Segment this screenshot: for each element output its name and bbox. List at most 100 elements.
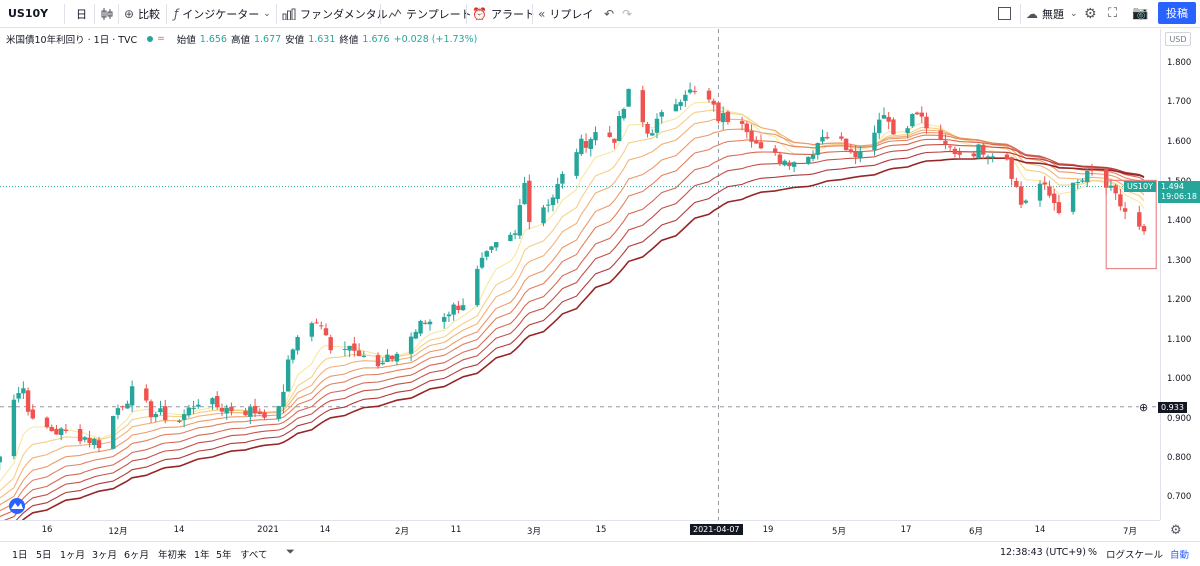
candle-body	[25, 390, 31, 412]
gear-icon[interactable]: ⚙	[1170, 523, 1182, 538]
snapshot-button[interactable]: 📷	[1132, 0, 1152, 27]
templates-button[interactable]: テンプレート	[388, 0, 472, 27]
replay-button[interactable]: «リプレイ	[538, 0, 593, 27]
candle-body	[229, 406, 234, 412]
candle-body	[148, 401, 154, 418]
fundamentals-label: ファンダメンタル	[300, 7, 388, 21]
compare-button[interactable]: ⊕ 比較	[124, 0, 160, 27]
candle-body	[645, 124, 650, 134]
chart-style-button[interactable]	[100, 0, 114, 27]
clock-button[interactable]: 12:38:43 (UTC+9)	[1000, 547, 1086, 558]
add-circle-icon: ⊕	[124, 6, 135, 21]
candle-body	[1080, 180, 1085, 182]
interval-button[interactable]: 日	[76, 0, 87, 27]
ma-ribbon-line	[0, 138, 1145, 518]
range-button[interactable]: 1年	[194, 550, 210, 561]
crosshair-add-button[interactable]: ⊕	[1139, 401, 1149, 414]
candle-body	[1137, 212, 1142, 227]
countdown-label: 19:06:18	[1161, 192, 1197, 201]
candle-body	[252, 405, 258, 414]
candle-body	[910, 114, 915, 127]
log-scale-button[interactable]: ログスケール	[1106, 547, 1163, 561]
candle-body	[290, 349, 296, 360]
candle-body	[54, 429, 59, 435]
low-label: 安値	[285, 35, 305, 46]
date-range-button[interactable]: ⏷	[286, 545, 295, 559]
ma-ribbon-line	[15, 150, 1145, 520]
price-tick-label: 1.600	[1167, 137, 1192, 147]
candle-body	[806, 156, 811, 164]
candle-body	[21, 388, 26, 394]
hide-icon[interactable]: =	[157, 34, 165, 44]
settings-button[interactable]: ⚙	[1084, 0, 1101, 27]
range-button[interactable]: 5日	[36, 550, 52, 561]
toolbar-divider	[64, 4, 65, 24]
candle-body	[626, 88, 631, 107]
range-button[interactable]: 1日	[12, 550, 28, 561]
price-tick-label: 0.800	[1167, 453, 1192, 463]
drawn-rectangle[interactable]	[1105, 179, 1157, 270]
bottom-toolbar: 1日 5日 1ヶ月 3ヶ月 6ヶ月 年初来 1年 5年 すべて ⏷ 12:38:43 (UTC+…	[0, 541, 1200, 566]
candle-body	[262, 412, 267, 418]
candle-body	[749, 130, 754, 142]
candle-body	[1141, 226, 1147, 232]
camera-icon: 📷	[1132, 6, 1149, 21]
candle-body	[243, 410, 248, 416]
range-button[interactable]: 6ヶ月	[124, 550, 150, 561]
candle-body	[144, 388, 149, 401]
candle-body	[546, 204, 551, 206]
alert-button[interactable]: ⏰ アラート	[472, 0, 535, 27]
candle-body	[352, 343, 357, 351]
toolbar-divider	[380, 4, 381, 24]
close-label: 終値	[339, 35, 359, 46]
change-value: +0.028 (+1.73%)	[393, 33, 478, 45]
candle-body	[77, 429, 83, 442]
fullscreen-button[interactable]: ⛶	[1108, 0, 1121, 27]
candle-body	[1014, 180, 1019, 187]
candle-body	[981, 144, 986, 155]
layout-toggle-button[interactable]	[998, 0, 1011, 27]
ma-ribbon-line	[3, 144, 1145, 520]
post-button[interactable]: 投稿	[1158, 2, 1196, 24]
currency-badge[interactable]: USD	[1165, 32, 1191, 46]
range-button[interactable]: すべて	[240, 550, 268, 561]
range-button[interactable]: 年初来	[158, 550, 187, 561]
redo-button[interactable]: ↷	[622, 0, 636, 27]
price-chart[interactable]	[0, 29, 1160, 520]
candle-body	[683, 94, 688, 101]
candle-body	[1047, 186, 1052, 196]
indicators-button[interactable]: ƒ インジケーター ⌄	[174, 0, 275, 27]
fx-icon: ƒ	[174, 6, 179, 21]
range-button[interactable]: 5年	[216, 550, 232, 561]
candle-body	[257, 411, 262, 414]
candle-body	[215, 395, 220, 408]
time-tick-label: 2021	[257, 525, 279, 535]
symbol-tag-label: US10Y	[1127, 182, 1153, 191]
price-tick-label: 1.400	[1167, 216, 1192, 226]
layout-name-button[interactable]: ☁ 無題 ⌄	[1026, 0, 1082, 27]
candle-body	[82, 437, 88, 440]
alert-label: アラート	[490, 7, 535, 21]
range-button[interactable]: 3ヶ月	[92, 550, 118, 561]
candle-body	[787, 162, 792, 167]
percent-button[interactable]: %	[1088, 547, 1097, 558]
open-value: 1.656	[199, 33, 227, 45]
candle-body	[1018, 186, 1024, 205]
symbol-search-button[interactable]: US10Y	[8, 0, 48, 27]
time-scale[interactable]: 16 12月 14 2021 14 2月 11 3月 15 19 5月 17 6月 14 7月	[0, 520, 1160, 540]
undo-button[interactable]: ↶	[604, 0, 618, 27]
time-tick-label: 15	[595, 525, 607, 535]
auto-scale-button[interactable]: 自動	[1170, 547, 1189, 561]
template-icon	[388, 8, 402, 18]
toolbar-divider	[1020, 4, 1021, 24]
candle-body	[716, 102, 721, 122]
chevron-down-icon: ⌄	[263, 8, 271, 19]
price-scale[interactable]: 1.8001.7001.6001.5001.4001.3001.2001.100…	[1160, 29, 1200, 520]
candle-body	[839, 136, 844, 139]
candles	[0, 82, 1147, 471]
fundamentals-button[interactable]: ファンダメンタル	[282, 0, 388, 27]
range-button[interactable]: 1ヶ月	[60, 550, 86, 561]
candle-body	[858, 151, 863, 158]
symbol-price-tag: US10Y	[1124, 181, 1156, 192]
candle-body	[309, 323, 314, 337]
